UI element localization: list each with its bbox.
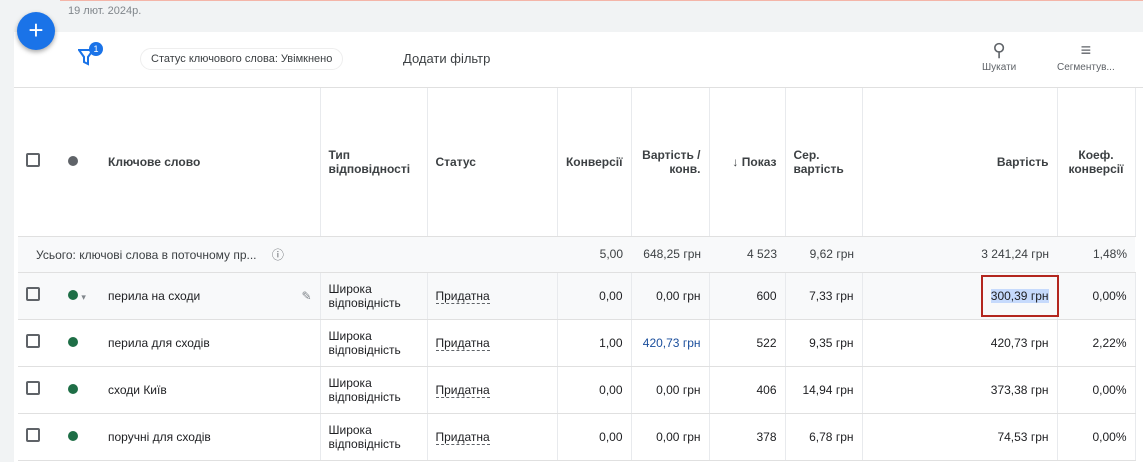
status-text[interactable]: Придатна [435, 382, 490, 398]
conversions: 0,00 [557, 366, 632, 414]
total-conversions: 5,00 [557, 236, 631, 273]
cost-highlight-box: 300,39 грн [980, 274, 1059, 317]
status-dot-header[interactable] [68, 155, 78, 166]
cost[interactable]: 300,39 грн [990, 288, 1049, 303]
avg-cost: 9,35 грн [785, 319, 863, 367]
conv-rate: 0,00% [1057, 413, 1136, 461]
filter-bar: 1 Статус ключового слова: Увімкнено Дода… [14, 32, 1143, 88]
row-checkbox[interactable] [26, 287, 40, 301]
table-row: сходи Київ Широка відповідність Придатна… [18, 366, 1136, 414]
total-row: Усього: ключові слова в поточному пр... … [18, 236, 1135, 273]
cost-conv: 420,73 грн [631, 319, 710, 367]
cost: 74,53 грн [862, 413, 1058, 461]
total-avg-cost: 9,62 грн [785, 236, 862, 273]
match-type[interactable]: Широка відповідність [320, 413, 428, 461]
avg-cost: 7,33 грн [785, 272, 863, 320]
conversions: 0,00 [557, 272, 632, 320]
total-cost-conv: 648,25 грн [631, 236, 709, 273]
status-text[interactable]: Придатна [435, 288, 490, 304]
conv-rate: 0,00% [1057, 366, 1136, 414]
total-label: Усього: ключові слова в поточному пр... [36, 247, 257, 262]
filter-count-badge: 1 [89, 42, 103, 56]
keyword-link[interactable]: сходи Київ [100, 366, 321, 414]
impressions: 600 [709, 272, 786, 320]
filter-chip-status[interactable]: Статус ключового слова: Увімкнено [140, 48, 344, 70]
top-divider [60, 0, 1143, 1]
col-conversions[interactable]: Конверсії [557, 88, 632, 237]
edit-icon[interactable]: ✎ [301, 288, 312, 303]
col-conv-rate[interactable]: Коеф. конверсії [1057, 88, 1136, 237]
conv-rate: 2,22% [1057, 319, 1136, 367]
status-dot[interactable] [68, 430, 78, 441]
status-text[interactable]: Придатна [435, 335, 490, 351]
search-button[interactable]: ⚲ Шукати [982, 40, 1016, 73]
header-row: Ключове слово Тип відповідності Статус К… [18, 88, 1136, 237]
chevron-down-icon[interactable]: ▾ [81, 291, 86, 302]
total-cost: 3 241,24 грн [862, 236, 1057, 273]
keyword-link[interactable]: поручні для сходів [100, 413, 321, 461]
status-dot[interactable] [68, 336, 78, 347]
sort-arrow-icon: ↓ [732, 154, 739, 169]
select-all-checkbox[interactable] [26, 153, 40, 168]
conversions: 0,00 [557, 413, 632, 461]
col-cost-conv[interactable]: Вартість / конв. [631, 88, 710, 237]
avg-cost: 14,94 грн [785, 366, 863, 414]
search-label: Шукати [982, 62, 1017, 73]
conv-rate: 0,00% [1057, 272, 1136, 320]
col-cost[interactable]: Вартість [862, 88, 1058, 237]
impressions: 522 [709, 319, 786, 367]
col-status[interactable]: Статус [427, 88, 558, 237]
avg-cost: 6,78 грн [785, 413, 863, 461]
row-checkbox[interactable] [26, 381, 40, 395]
cost-conv: 0,00 грн [631, 413, 710, 461]
col-impressions[interactable]: ↓ Показ [709, 88, 786, 237]
impressions: 406 [709, 366, 786, 414]
col-match-type[interactable]: Тип відповідності [320, 88, 428, 237]
match-type[interactable]: Широка відповідність [320, 272, 428, 320]
cost-conv: 0,00 грн [631, 366, 710, 414]
total-conv-rate: 1,48% [1057, 236, 1135, 273]
cost: 420,73 грн [862, 319, 1058, 367]
table-row: поручні для сходів Широка відповідність … [18, 413, 1136, 461]
keywords-table: Ключове слово Тип відповідності Статус К… [18, 88, 1136, 461]
total-impressions: 4 523 [709, 236, 785, 273]
search-icon: ⚲ [992, 40, 1006, 60]
cost-conv: 0,00 грн [631, 272, 710, 320]
date-label: 19 лют. 2024р. [68, 5, 142, 17]
col-impressions-label: Показ [741, 154, 777, 169]
table-row: перила для сходів Широка відповідність П… [18, 319, 1136, 367]
cost: 373,38 грн [862, 366, 1058, 414]
status-dot[interactable] [68, 383, 78, 394]
table-row: ▾ перила на сходи ✎ Широка відповідність … [18, 272, 1136, 320]
segment-button[interactable]: ≡ Сегментув... [1057, 40, 1115, 73]
match-type[interactable]: Широка відповідність [320, 319, 428, 367]
segment-icon: ≡ [1080, 40, 1092, 60]
col-keyword[interactable]: Ключове слово [100, 88, 321, 237]
impressions: 378 [709, 413, 786, 461]
add-filter-button[interactable]: Додати фільтр [403, 51, 491, 66]
row-checkbox[interactable] [26, 334, 40, 348]
keyword-link[interactable]: перила для сходів [100, 319, 321, 367]
keyword-link[interactable]: перила на сходи [108, 288, 201, 303]
col-avg-cost[interactable]: Сер. вартість [785, 88, 863, 237]
help-icon[interactable]: ⓘ [271, 247, 284, 262]
keywords-card: 1 Статус ключового слова: Увімкнено Дода… [14, 32, 1143, 462]
match-type[interactable]: Широка відповідність [320, 366, 428, 414]
status-dot[interactable] [68, 289, 78, 300]
row-checkbox[interactable] [26, 428, 40, 442]
status-text[interactable]: Придатна [435, 429, 490, 445]
add-button[interactable]: + [17, 12, 55, 50]
conversions: 1,00 [557, 319, 632, 367]
segment-label: Сегментув... [1057, 62, 1115, 73]
